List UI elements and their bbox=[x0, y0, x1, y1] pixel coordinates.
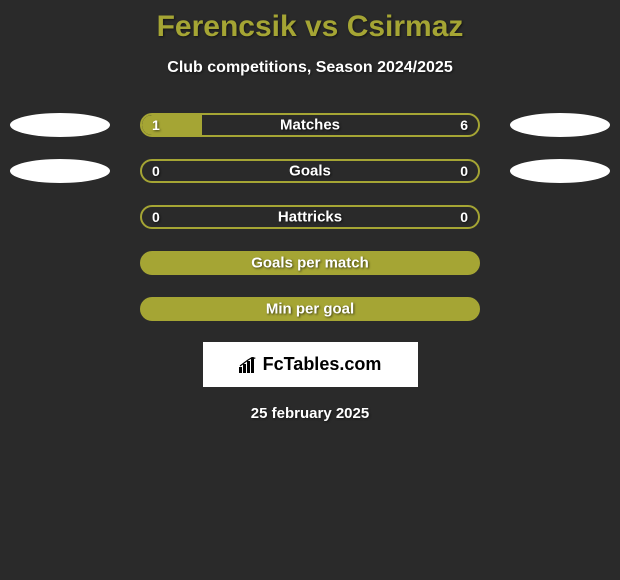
subtitle: Club competitions, Season 2024/2025 bbox=[0, 59, 620, 77]
value-right: 6 bbox=[460, 117, 468, 133]
value-left: 0 bbox=[152, 163, 160, 179]
avatar-left bbox=[10, 113, 110, 137]
bar-label: Hattricks bbox=[278, 209, 342, 226]
value-right: 0 bbox=[460, 163, 468, 179]
bar-label: Goals per match bbox=[251, 255, 369, 272]
logo: FcTables.com bbox=[239, 354, 382, 375]
stat-row-min-per-goal: Min per goal bbox=[10, 296, 610, 322]
avatar-left bbox=[10, 159, 110, 183]
bar-min-per-goal: Min per goal bbox=[140, 297, 480, 321]
bar-hattricks: 0 Hattricks 0 bbox=[140, 205, 480, 229]
bar-label: Goals bbox=[289, 163, 331, 180]
stat-row-goals: 0 Goals 0 bbox=[10, 158, 610, 184]
bar-goals-per-match: Goals per match bbox=[140, 251, 480, 275]
page-title: Ferencsik vs Csirmaz bbox=[0, 0, 620, 44]
logo-text: FcTables.com bbox=[263, 354, 382, 375]
logo-box: FcTables.com bbox=[203, 342, 418, 387]
comparison-infographic: Ferencsik vs Csirmaz Club competitions, … bbox=[0, 0, 620, 580]
value-left: 0 bbox=[152, 209, 160, 225]
stat-row-matches: 1 Matches 6 bbox=[10, 112, 610, 138]
value-right: 0 bbox=[460, 209, 468, 225]
bar-label: Matches bbox=[280, 117, 340, 134]
avatar-right bbox=[510, 113, 610, 137]
stat-row-goals-per-match: Goals per match bbox=[10, 250, 610, 276]
date-text: 25 february 2025 bbox=[0, 405, 620, 422]
bar-label: Min per goal bbox=[266, 301, 354, 318]
stats-area: 1 Matches 6 0 Goals 0 0 Hattricks 0 bbox=[0, 112, 620, 322]
stat-row-hattricks: 0 Hattricks 0 bbox=[10, 204, 610, 230]
chart-icon bbox=[239, 357, 259, 373]
bar-matches: 1 Matches 6 bbox=[140, 113, 480, 137]
avatar-right bbox=[510, 159, 610, 183]
value-left: 1 bbox=[152, 117, 160, 133]
bar-goals: 0 Goals 0 bbox=[140, 159, 480, 183]
